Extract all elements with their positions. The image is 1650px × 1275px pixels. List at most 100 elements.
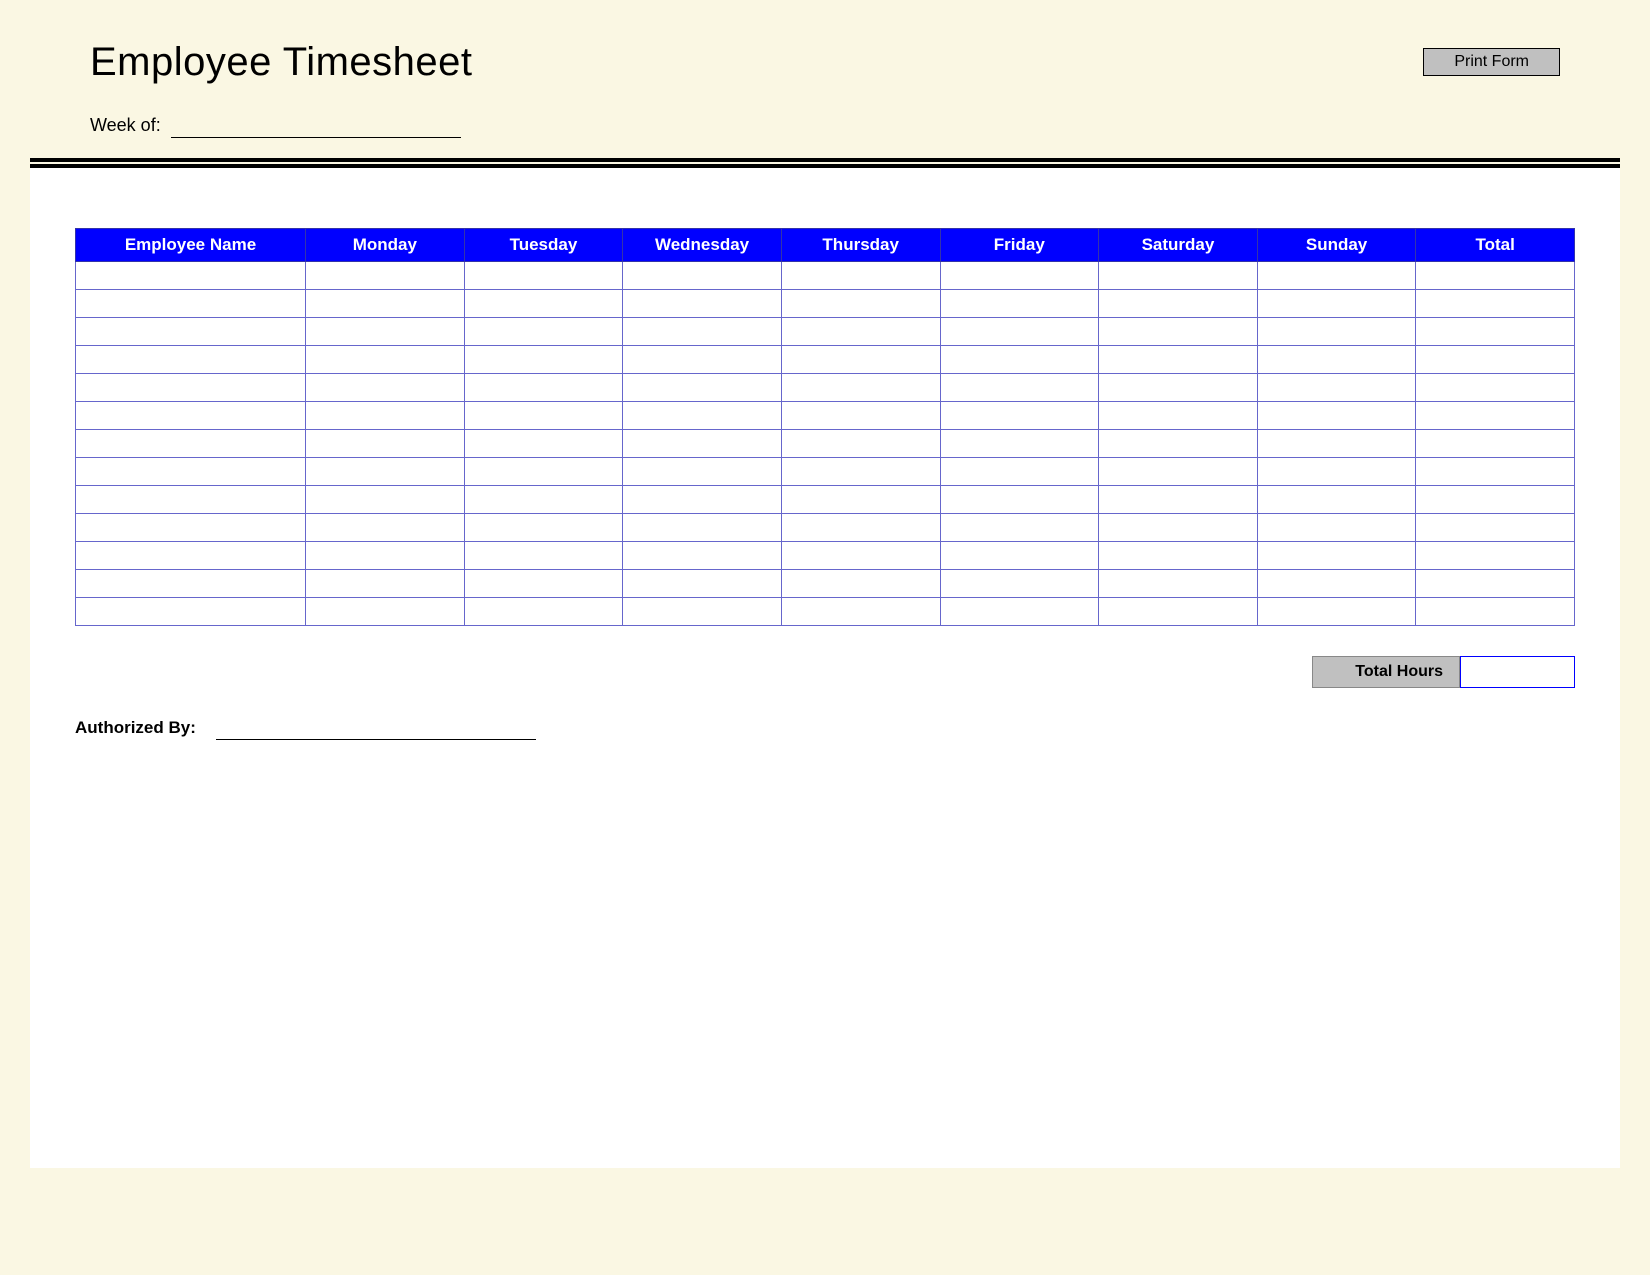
table-cell[interactable] [1416, 318, 1575, 346]
table-cell[interactable] [306, 346, 465, 374]
table-cell[interactable] [76, 290, 306, 318]
table-cell[interactable] [306, 598, 465, 626]
table-cell[interactable] [1257, 346, 1416, 374]
table-cell[interactable] [940, 458, 1099, 486]
print-form-button[interactable]: Print Form [1423, 48, 1560, 76]
table-cell[interactable] [1099, 570, 1258, 598]
table-cell[interactable] [1416, 458, 1575, 486]
table-cell[interactable] [1257, 486, 1416, 514]
table-cell[interactable] [940, 346, 1099, 374]
table-cell[interactable] [306, 290, 465, 318]
table-cell[interactable] [1416, 598, 1575, 626]
table-cell[interactable] [306, 318, 465, 346]
table-cell[interactable] [1416, 374, 1575, 402]
table-cell[interactable] [1257, 262, 1416, 290]
table-cell[interactable] [940, 430, 1099, 458]
total-hours-value[interactable] [1460, 656, 1575, 688]
table-cell[interactable] [306, 514, 465, 542]
table-cell[interactable] [464, 374, 623, 402]
table-cell[interactable] [464, 430, 623, 458]
table-cell[interactable] [1416, 514, 1575, 542]
table-cell[interactable] [1257, 570, 1416, 598]
table-cell[interactable] [1416, 542, 1575, 570]
table-cell[interactable] [1416, 430, 1575, 458]
table-cell[interactable] [1099, 486, 1258, 514]
table-cell[interactable] [464, 346, 623, 374]
table-cell[interactable] [306, 542, 465, 570]
table-cell[interactable] [464, 318, 623, 346]
table-cell[interactable] [76, 262, 306, 290]
table-cell[interactable] [76, 514, 306, 542]
table-cell[interactable] [1416, 570, 1575, 598]
table-cell[interactable] [1257, 458, 1416, 486]
table-cell[interactable] [1099, 402, 1258, 430]
table-cell[interactable] [940, 262, 1099, 290]
table-cell[interactable] [76, 402, 306, 430]
table-cell[interactable] [781, 486, 940, 514]
week-of-input[interactable] [171, 137, 461, 138]
table-cell[interactable] [623, 262, 782, 290]
table-cell[interactable] [1257, 430, 1416, 458]
table-cell[interactable] [781, 374, 940, 402]
table-cell[interactable] [76, 346, 306, 374]
table-cell[interactable] [623, 486, 782, 514]
table-cell[interactable] [940, 570, 1099, 598]
table-cell[interactable] [1257, 374, 1416, 402]
table-cell[interactable] [781, 570, 940, 598]
table-cell[interactable] [623, 318, 782, 346]
table-cell[interactable] [623, 346, 782, 374]
table-cell[interactable] [623, 570, 782, 598]
table-cell[interactable] [623, 402, 782, 430]
table-cell[interactable] [781, 542, 940, 570]
table-cell[interactable] [781, 346, 940, 374]
table-cell[interactable] [306, 486, 465, 514]
table-cell[interactable] [306, 570, 465, 598]
table-cell[interactable] [1099, 346, 1258, 374]
table-cell[interactable] [623, 514, 782, 542]
table-cell[interactable] [781, 262, 940, 290]
table-cell[interactable] [1099, 542, 1258, 570]
table-cell[interactable] [940, 486, 1099, 514]
table-cell[interactable] [464, 486, 623, 514]
table-cell[interactable] [76, 458, 306, 486]
table-cell[interactable] [1416, 290, 1575, 318]
table-cell[interactable] [1257, 542, 1416, 570]
table-cell[interactable] [1099, 430, 1258, 458]
table-cell[interactable] [940, 318, 1099, 346]
table-cell[interactable] [940, 374, 1099, 402]
table-cell[interactable] [1257, 290, 1416, 318]
table-cell[interactable] [76, 486, 306, 514]
table-cell[interactable] [464, 458, 623, 486]
table-cell[interactable] [1416, 346, 1575, 374]
table-cell[interactable] [1099, 514, 1258, 542]
table-cell[interactable] [76, 542, 306, 570]
table-cell[interactable] [1257, 402, 1416, 430]
table-cell[interactable] [464, 290, 623, 318]
table-cell[interactable] [464, 542, 623, 570]
table-cell[interactable] [306, 374, 465, 402]
table-cell[interactable] [306, 458, 465, 486]
table-cell[interactable] [306, 430, 465, 458]
table-cell[interactable] [76, 430, 306, 458]
table-cell[interactable] [1099, 290, 1258, 318]
table-cell[interactable] [623, 458, 782, 486]
table-cell[interactable] [940, 598, 1099, 626]
table-cell[interactable] [623, 598, 782, 626]
table-cell[interactable] [781, 458, 940, 486]
table-cell[interactable] [781, 318, 940, 346]
table-cell[interactable] [1099, 318, 1258, 346]
table-cell[interactable] [1099, 262, 1258, 290]
table-cell[interactable] [76, 374, 306, 402]
table-cell[interactable] [306, 402, 465, 430]
table-cell[interactable] [1257, 514, 1416, 542]
table-cell[interactable] [1099, 458, 1258, 486]
table-cell[interactable] [1257, 598, 1416, 626]
table-cell[interactable] [464, 514, 623, 542]
table-cell[interactable] [306, 262, 465, 290]
table-cell[interactable] [1099, 598, 1258, 626]
table-cell[interactable] [940, 514, 1099, 542]
table-cell[interactable] [1416, 402, 1575, 430]
table-cell[interactable] [623, 430, 782, 458]
table-cell[interactable] [781, 402, 940, 430]
table-cell[interactable] [940, 402, 1099, 430]
